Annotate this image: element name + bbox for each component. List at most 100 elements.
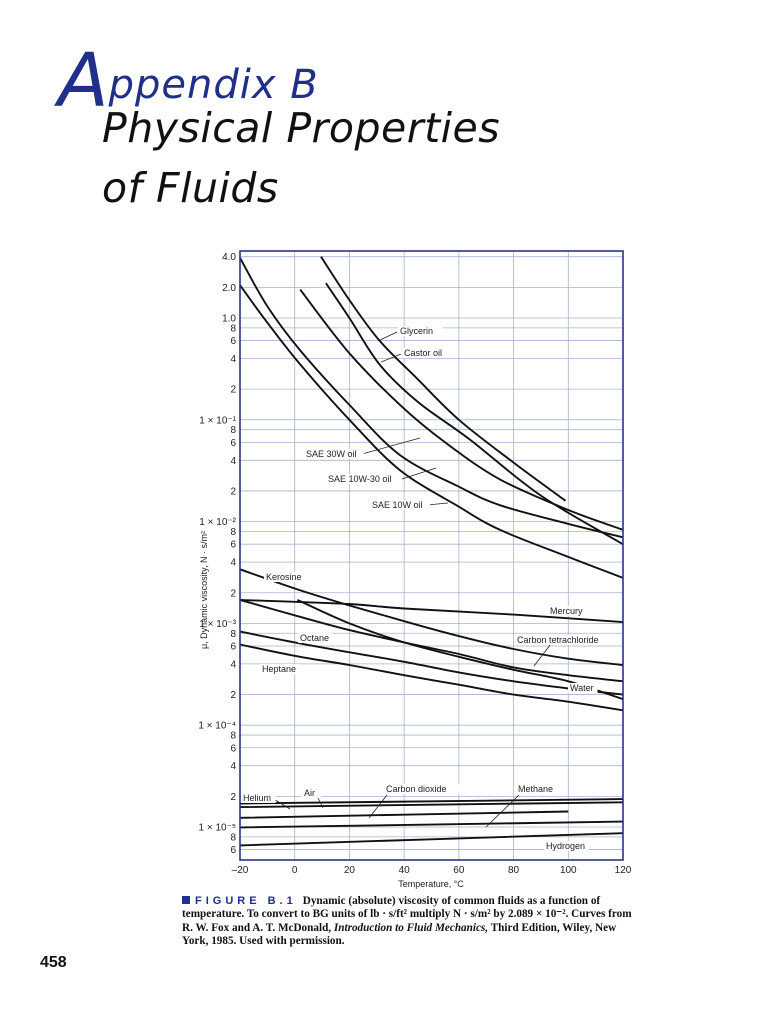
- leader-line: [401, 467, 437, 480]
- title-line-1: Physical Properties: [102, 104, 501, 152]
- label-octane: Octane: [300, 633, 329, 643]
- x-axis-label: Temperature, °C: [398, 879, 464, 889]
- curve-air: [239, 801, 624, 809]
- y-tick-label: 2.0: [222, 283, 236, 294]
- label-background: [370, 500, 431, 510]
- chart-leaders: [271, 331, 551, 828]
- curve-glycerin: [320, 256, 567, 502]
- label-background: [264, 572, 309, 582]
- label-background: [516, 784, 556, 794]
- y-tick-label: 1 × 10⁻²: [199, 517, 236, 528]
- y-tick-label: 8: [230, 629, 236, 640]
- y-tick-label: 4: [230, 761, 236, 772]
- y-tick-label: 8: [230, 832, 236, 843]
- y-tick-label: 2: [230, 486, 236, 497]
- label-background: [260, 664, 300, 674]
- y-tick-label: 2: [230, 690, 236, 701]
- y-tick-label: 4: [230, 456, 236, 467]
- appendix-heading: Appendix B: [58, 44, 319, 118]
- caption-text-end: Third Edition, Wiley, New York, 1985. Us…: [182, 921, 617, 948]
- label-background: [302, 788, 322, 798]
- label-carbon-tetrachloride: Carbon tetrachloride: [517, 635, 599, 645]
- page-number: 458: [40, 954, 67, 971]
- y-tick-label: 6: [230, 336, 236, 347]
- x-tick-label: 120: [615, 865, 632, 876]
- y-tick-label: 1 × 10⁻³: [199, 619, 236, 630]
- label-water: Water: [570, 683, 594, 693]
- curve-methane: [239, 820, 624, 829]
- x-tick-label: 100: [560, 865, 577, 876]
- y-tick-label: 6: [230, 641, 236, 652]
- label-air: Air: [304, 788, 315, 798]
- label-sae-10w-30-oil: SAE 10W-30 oil: [328, 474, 391, 484]
- y-tick-label: 2: [230, 792, 236, 803]
- y-tick-label: 6: [230, 743, 236, 754]
- y-tick-label: 2: [230, 588, 236, 599]
- appendix-initial: A: [58, 38, 109, 124]
- x-axis-ticks: –20 0 20 40 60 80 100 120: [232, 865, 632, 876]
- x-tick-label: –20: [232, 865, 249, 876]
- y-axis-label: μ, Dynamic viscosity, N · s/m²: [199, 531, 209, 649]
- label-heptane: Heptane: [262, 664, 296, 674]
- appendix-heading-rest: ppendix B: [108, 62, 319, 108]
- y-tick-label: 1.0: [222, 314, 236, 325]
- curve-mercury: [239, 598, 624, 624]
- leader-line: [361, 437, 421, 455]
- chart-curves: [239, 256, 624, 847]
- label-helium: Helium: [243, 793, 271, 803]
- y-tick-label: 6: [230, 438, 236, 449]
- chart-labels: Glycerin Castor oil SAE 30W oil SAE 10W-30 …: [241, 326, 621, 851]
- y-tick-label: 8: [230, 527, 236, 538]
- curve-helium: [239, 798, 624, 805]
- label-glycerin: Glycerin: [400, 326, 433, 336]
- figure-marker-icon: [182, 896, 190, 904]
- title-line-2: of Fluids: [102, 164, 279, 212]
- label-carbon-dioxide: Carbon dioxide: [386, 784, 447, 794]
- x-tick-label: 60: [453, 865, 465, 876]
- curve-carbon-dioxide: [239, 810, 569, 819]
- caption-text: Dynamic (absolute) viscosity of common f…: [182, 895, 632, 934]
- y-tick-label: 6: [230, 845, 236, 856]
- y-tick-label: 1 × 10⁻¹: [199, 415, 236, 426]
- label-background: [398, 326, 443, 336]
- label-background: [298, 633, 333, 643]
- y-tick-label: 1 × 10⁻⁴: [198, 721, 236, 732]
- leader-line: [380, 353, 402, 363]
- label-methane: Methane: [518, 784, 553, 794]
- y-tick-label: 4: [230, 659, 236, 670]
- label-background: [241, 793, 276, 803]
- leader-line: [533, 644, 551, 667]
- figure-caption: FIGURE B.1 Dynamic (absolute) viscosity o…: [182, 895, 642, 949]
- y-tick-label: 4: [230, 558, 236, 569]
- leader-line: [368, 794, 388, 819]
- curve-kerosine: [239, 568, 624, 666]
- leader-line: [485, 794, 520, 828]
- plot-frame: [239, 250, 624, 861]
- label-background: [568, 683, 598, 693]
- curve-sae-10w-oil: [239, 284, 624, 579]
- label-mercury: Mercury: [550, 606, 583, 616]
- label-background: [515, 635, 621, 645]
- label-background: [326, 474, 402, 484]
- curve-water: [297, 599, 624, 701]
- y-tick-label: 4: [230, 354, 236, 365]
- caption-book-title: Introduction to Fluid Mechanics,: [333, 921, 489, 934]
- label-hydrogen: Hydrogen: [546, 841, 585, 851]
- label-background: [548, 606, 588, 616]
- label-sae-30w-oil: SAE 30W oil: [306, 449, 357, 459]
- label-sae-10w-oil: SAE 10W oil: [372, 500, 423, 510]
- label-background: [384, 784, 460, 794]
- x-tick-label: 80: [508, 865, 520, 876]
- y-tick-label: 8: [230, 425, 236, 436]
- y-tick-label: 6: [230, 540, 236, 551]
- y-tick-label: 4.0: [222, 252, 236, 263]
- x-tick-label: 0: [292, 865, 298, 876]
- curve-carbon-tetrachloride: [239, 598, 624, 683]
- curve-octane: [239, 630, 624, 696]
- leader-line: [426, 502, 449, 506]
- y-tick-label: 8: [230, 323, 236, 334]
- label-background: [544, 841, 589, 851]
- leader-line: [379, 331, 398, 341]
